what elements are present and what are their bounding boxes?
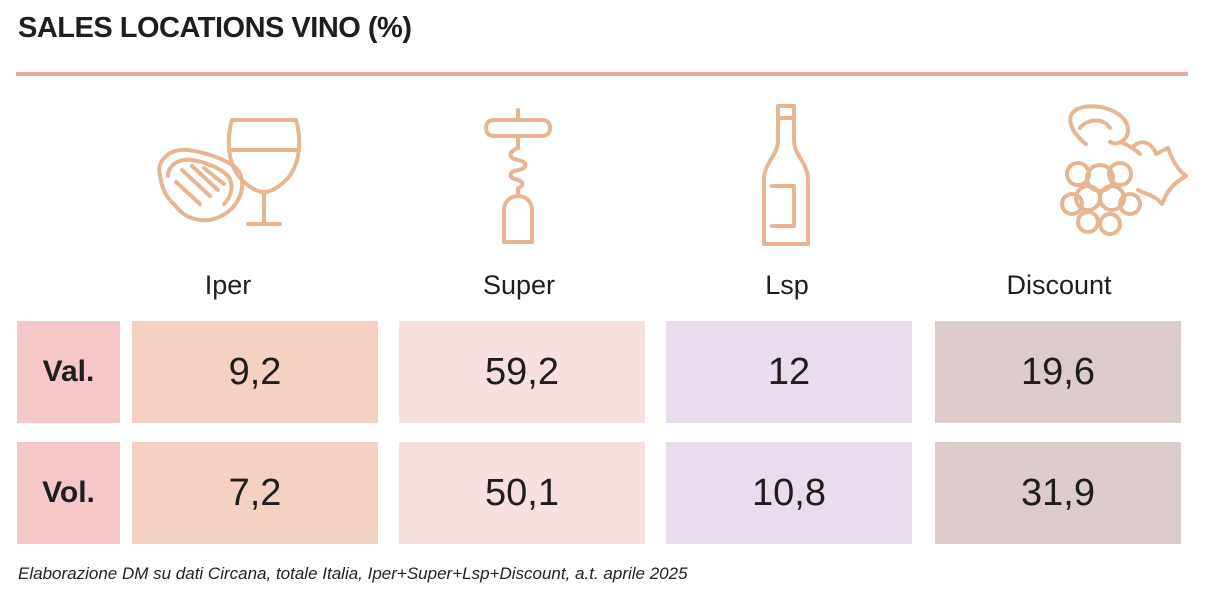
cell-val-discount: 19,6: [935, 321, 1181, 423]
cell-val-lsp: 12: [666, 321, 912, 423]
column-header-super: Super: [482, 270, 556, 300]
column-header-iper: Iper: [204, 270, 252, 300]
corkscrew-icon: [438, 100, 598, 250]
cell-vol-lsp: 10,8: [666, 442, 912, 544]
row-label-val: Val.: [17, 321, 120, 423]
grapes-icon: [1028, 100, 1188, 250]
cell-vol-discount: 31,9: [935, 442, 1181, 544]
row-label-vol: Vol.: [17, 442, 120, 544]
cell-val-super: 59,2: [399, 321, 645, 423]
cell-val-iper: 9,2: [132, 321, 378, 423]
column-header-lsp: Lsp: [765, 270, 809, 300]
steak-and-wine-glass-icon: [152, 100, 312, 250]
column-header-discount: Discount: [1006, 270, 1112, 300]
source-note: Elaborazione DM su dati Circana, totale …: [18, 564, 688, 583]
chart-title: SALES LOCATIONS VINO (%): [18, 12, 412, 44]
title-divider: [16, 72, 1188, 76]
cell-vol-iper: 7,2: [132, 442, 378, 544]
wine-bottle-icon: [706, 100, 866, 250]
cell-vol-super: 50,1: [399, 442, 645, 544]
